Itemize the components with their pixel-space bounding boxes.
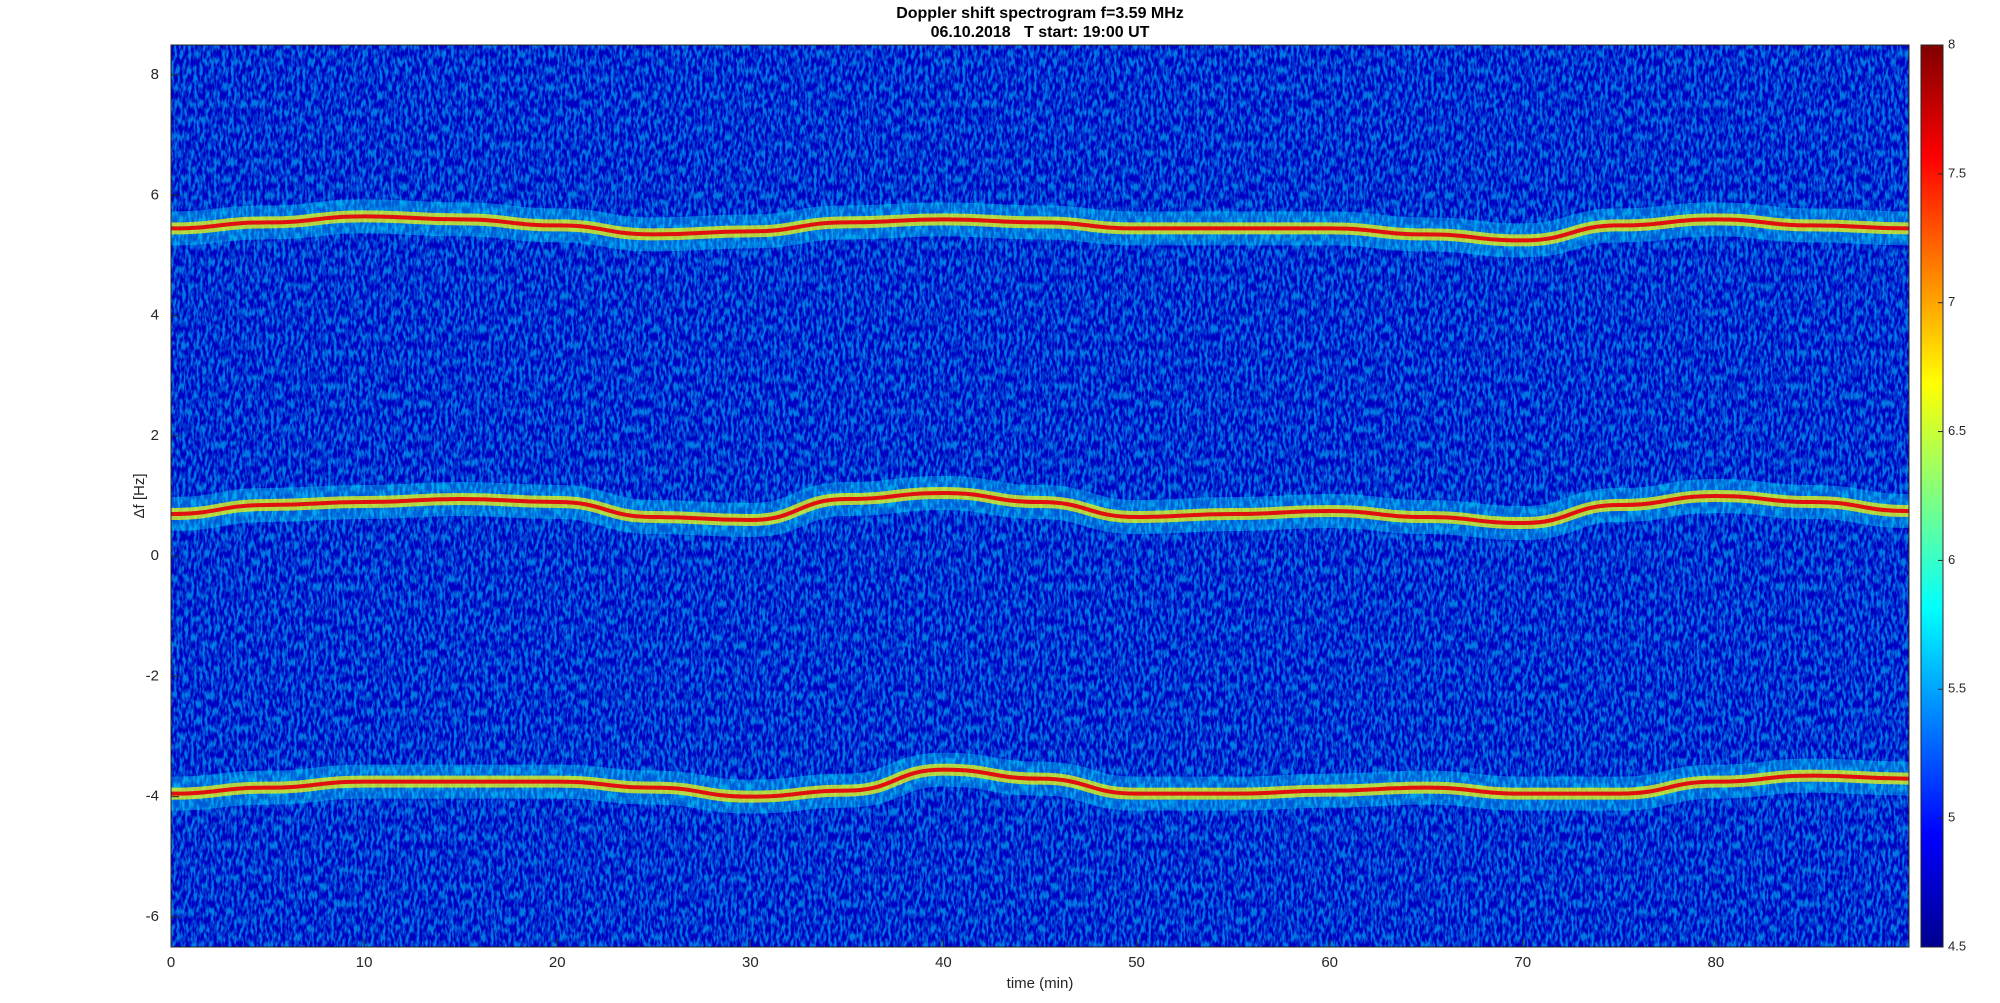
y-tick-label: 6 [151,186,159,203]
y-tick-label: -6 [146,908,159,925]
colorbar-tick-label: 7.5 [1948,165,1966,180]
y-axis-label: Δf [Hz] [131,473,148,518]
x-tick-label: 40 [935,954,952,971]
trace-line [171,490,1909,526]
chart-subtitle: 06.10.2018 T start: 19:00 UT [931,24,1150,41]
y-tick-label: 2 [151,427,159,444]
colorbar-tick-label: 4.5 [1948,938,1966,953]
colorbar-tick-label: 7 [1948,294,1955,309]
x-tick-label: 60 [1321,954,1338,971]
traces [171,199,1909,814]
x-tick-label: 70 [1514,954,1531,971]
trace-line [171,767,1909,799]
x-tick-label: 0 [167,954,175,971]
y-tick-label: 0 [151,547,159,564]
x-axis-label: time (min) [1007,975,1074,992]
colorbar-tick-label: 5 [1948,810,1955,825]
x-tick-label: 30 [742,954,759,971]
colorbar-tick-label: 6 [1948,552,1955,567]
colorbar-tick-label: 6.5 [1948,423,1966,438]
x-tick-label: 10 [356,954,373,971]
y-tick-label: 8 [151,66,159,83]
colorbar-tick-label: 5.5 [1948,681,1966,696]
plot-frame [170,44,1910,948]
x-tick-label: 20 [549,954,566,971]
colorbar-tick-label: 8 [1948,36,1955,51]
y-tick-label: 4 [151,307,159,324]
x-tick-label: 50 [1128,954,1145,971]
y-tick-label: -2 [146,667,159,684]
colorbar [1920,44,1944,948]
x-tick-label: 80 [1708,954,1725,971]
trace-line [171,214,1909,243]
y-tick-label: -4 [146,788,159,805]
chart-title: Doppler shift spectrogram f=3.59 MHz [896,5,1184,22]
